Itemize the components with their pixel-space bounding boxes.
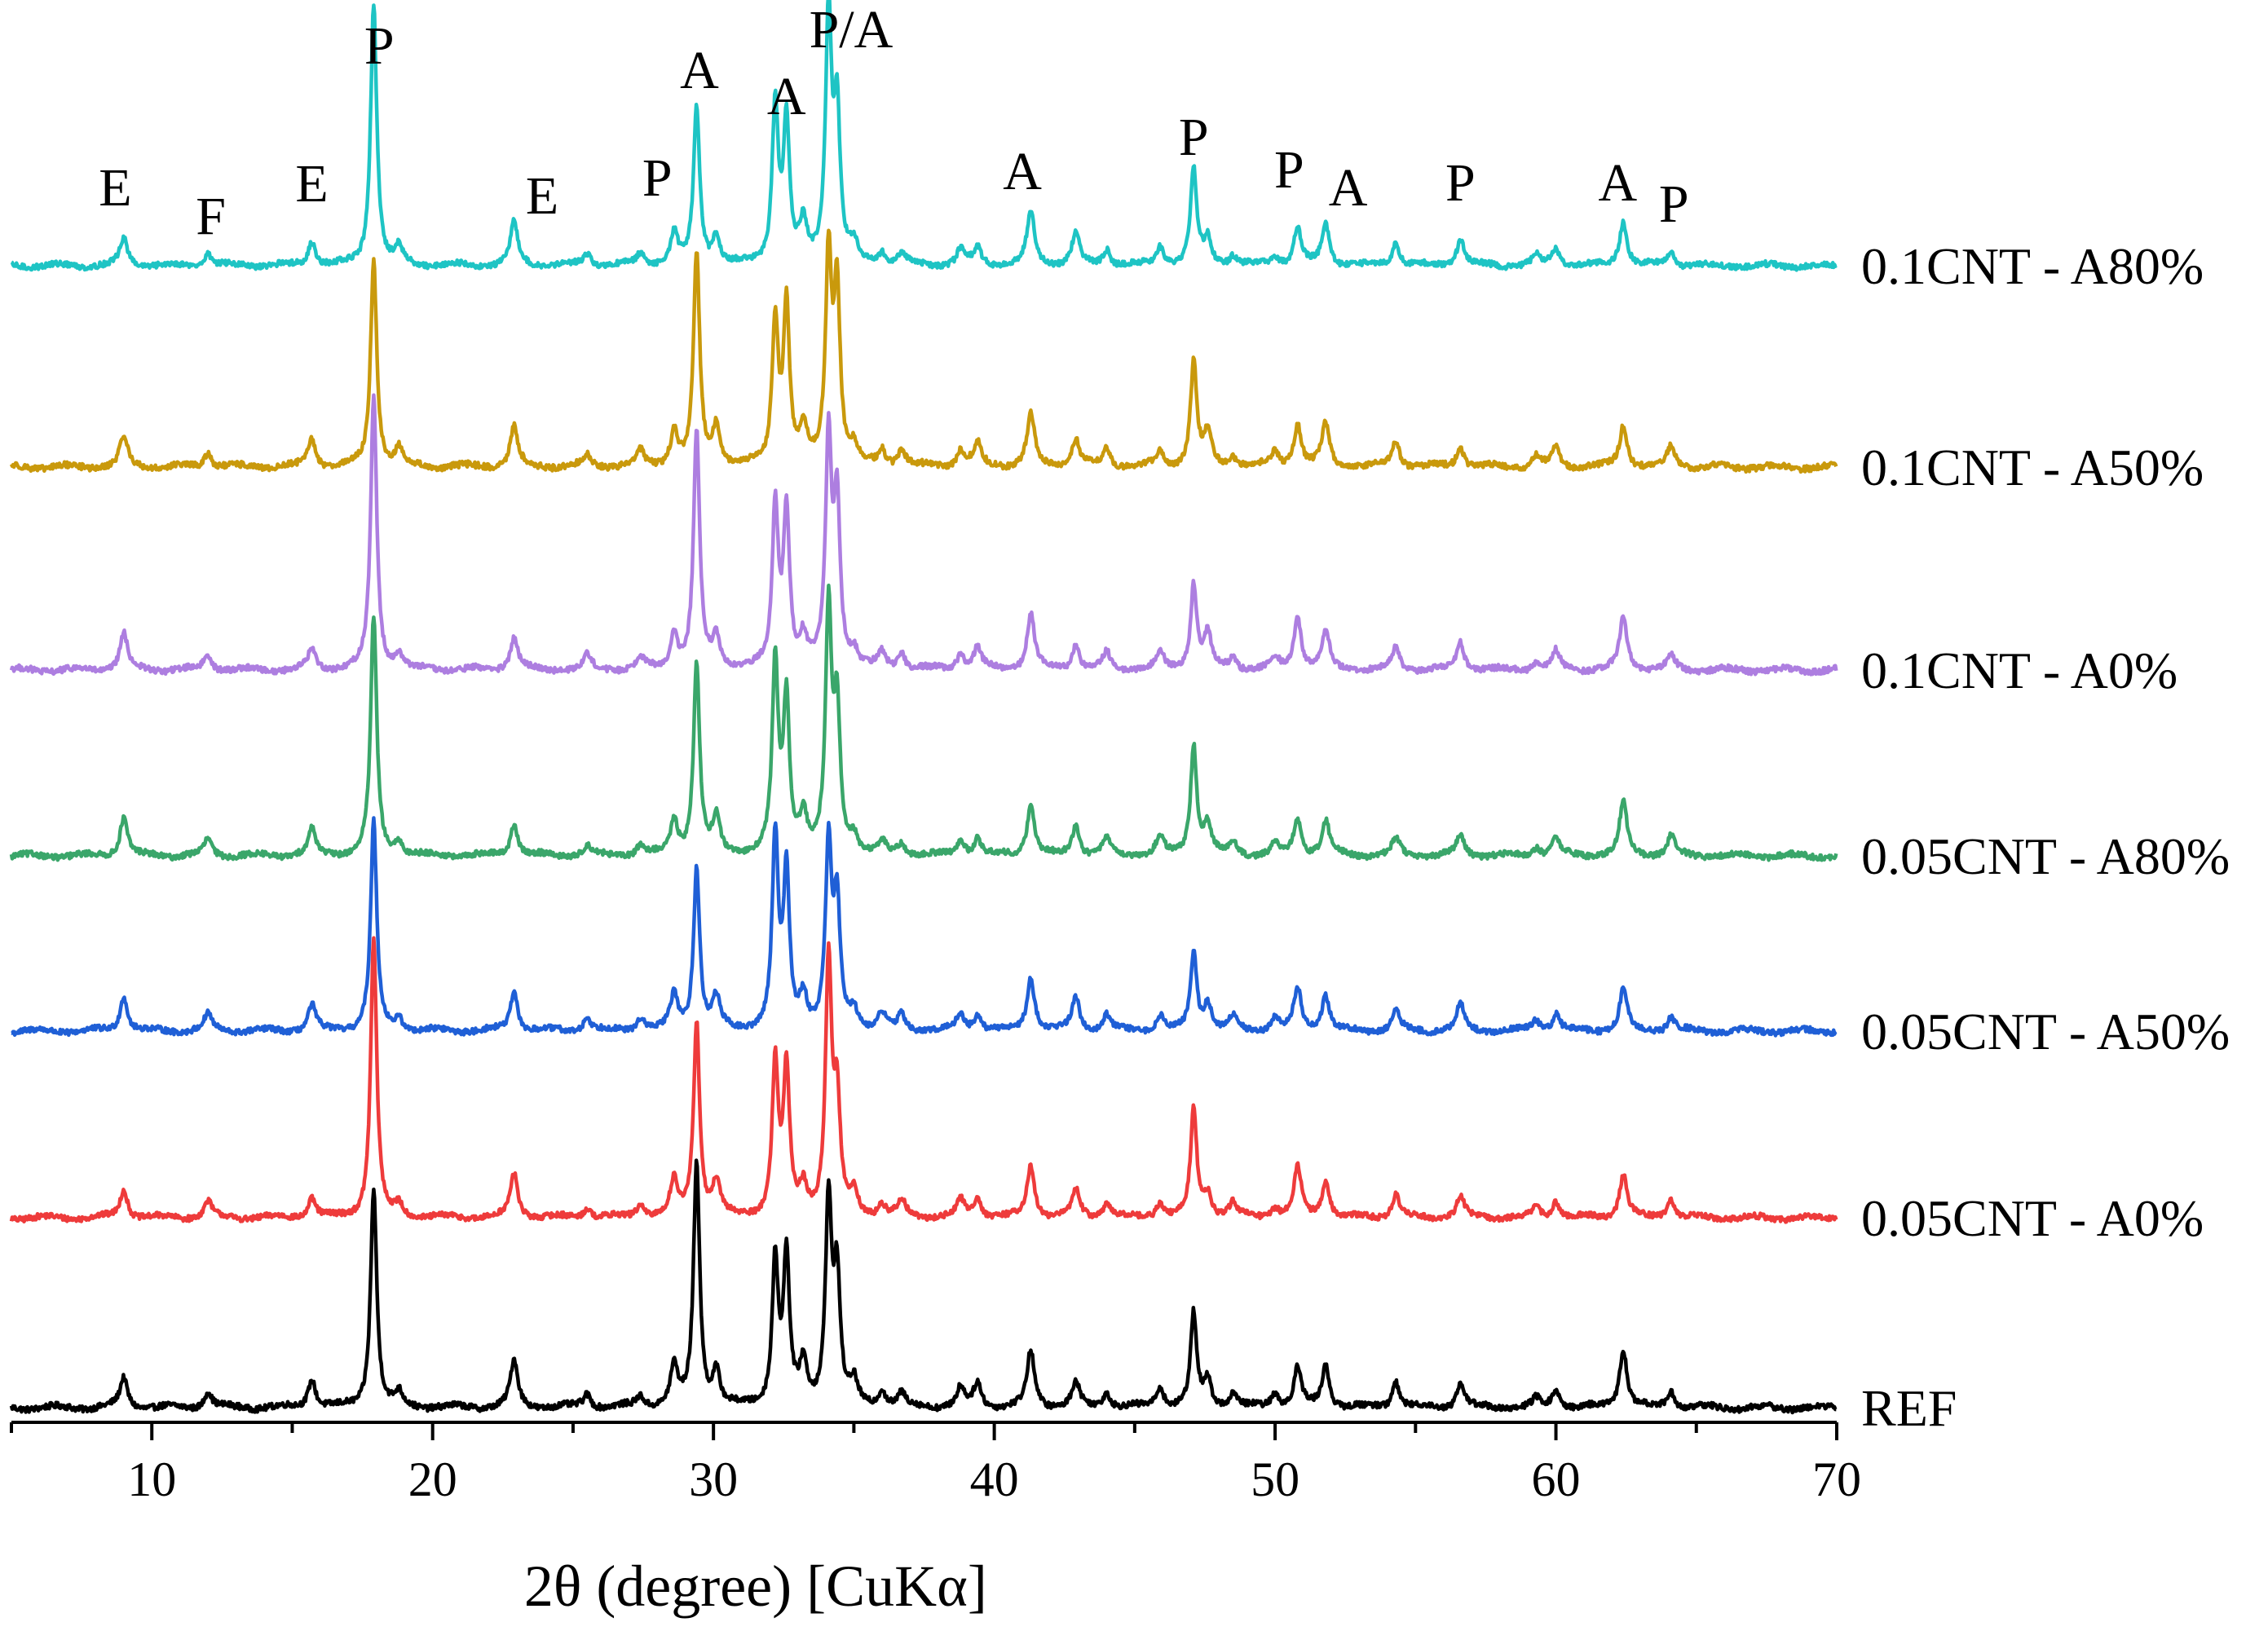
peak-annotation: A: [1598, 153, 1637, 213]
peak-annotation: P: [364, 16, 395, 76]
series-line: [9, 584, 1838, 862]
peak-annotation: F: [196, 187, 226, 246]
peak-annotation: A: [1003, 142, 1042, 201]
x-ticks: 10 20 30 40 50 60 70: [10, 1422, 1861, 1506]
series-label: 0.05CNT - A50%: [1861, 1003, 2230, 1060]
peak-annotation: P: [1659, 174, 1689, 234]
peak-annotation: P/A: [810, 0, 894, 60]
series-line: [10, 0, 1838, 272]
x-tick-label: 30: [689, 1452, 738, 1506]
series-layer: [9, 0, 1838, 1415]
x-axis-title: 2θ (degree) [CuKα]: [524, 1554, 987, 1619]
series-label: 0.05CNT - A0%: [1861, 1189, 2204, 1247]
peak-annotation: A: [1329, 158, 1368, 218]
peak-annotation: E: [295, 154, 328, 214]
series-line: [9, 936, 1838, 1224]
x-tick-label: 60: [1532, 1452, 1581, 1506]
series-line: [9, 228, 1838, 474]
peak-annotation: A: [680, 41, 719, 100]
x-tick-label: 50: [1251, 1452, 1299, 1506]
series-label: 0.05CNT - A80%: [1861, 827, 2230, 885]
series-label: 0.1CNT - A0%: [1861, 641, 2178, 699]
peak-annotation: E: [526, 166, 558, 226]
x-tick-label: 70: [1812, 1452, 1861, 1506]
series-line: [10, 816, 1838, 1038]
series-line: [9, 1158, 1838, 1415]
series-line: [9, 393, 1838, 677]
peak-annotation: P: [642, 148, 673, 208]
x-tick-label: 20: [408, 1452, 457, 1506]
peak-annotation: P: [1179, 108, 1209, 167]
series-label: 0.1CNT - A80%: [1861, 237, 2204, 295]
peak-annotation: A: [767, 67, 806, 126]
x-tick-label: 40: [970, 1452, 1019, 1506]
series-label-layer: REF 0.05CNT - A0% 0.05CNT - A50% 0.05CNT - …: [1861, 237, 2230, 1437]
x-tick-label: 10: [127, 1452, 176, 1506]
peak-annotation: E: [99, 158, 131, 218]
peak-annotation: P: [1274, 140, 1304, 200]
peak-annotation: P: [1445, 153, 1476, 213]
series-label: REF: [1861, 1379, 1957, 1437]
series-label: 0.1CNT - A50%: [1861, 439, 2204, 496]
